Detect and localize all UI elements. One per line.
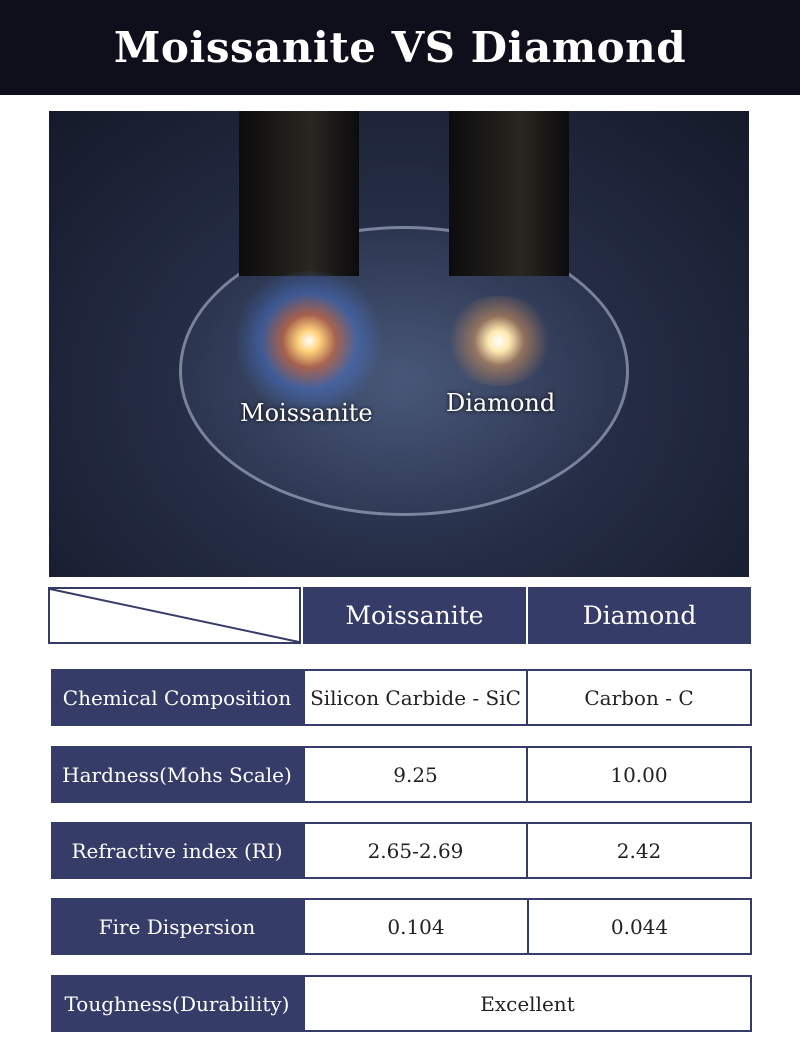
diagonal-line [49,588,300,643]
diamond-value: 2.42 [526,822,752,879]
diamond-value: Carbon - C [526,669,752,726]
row-label: Fire Dispersion [51,898,303,955]
moissanite-value: 9.25 [303,746,528,803]
table-corner [48,587,301,644]
shared-value: Excellent [303,975,752,1032]
row-label: Chemical Composition [51,669,303,726]
column-header-moissanite: Moissanite [303,587,526,644]
photo-label-diamond: Diamond [446,389,556,417]
holder-post [449,111,569,276]
moissanite-value: Silicon Carbide - SiC [303,669,528,726]
row-label: Toughness(Durability) [51,975,303,1032]
photo-label-moissanite: Moissanite [240,399,373,427]
diamond-value: 10.00 [526,746,752,803]
diamond-sparkle [444,296,554,386]
comparison-photo: Moissanite Diamond [49,111,749,577]
moissanite-value: 0.104 [303,898,529,955]
moissanite-sparkle [229,271,389,411]
column-header-diamond: Diamond [528,587,751,644]
page-title: Moissanite VS Diamond [0,0,800,95]
moissanite-value: 2.65-2.69 [303,822,528,879]
row-label: Hardness(Mohs Scale) [51,746,303,803]
row-label: Refractive index (RI) [51,822,303,879]
diamond-value: 0.044 [527,898,752,955]
holder-post [239,111,359,276]
